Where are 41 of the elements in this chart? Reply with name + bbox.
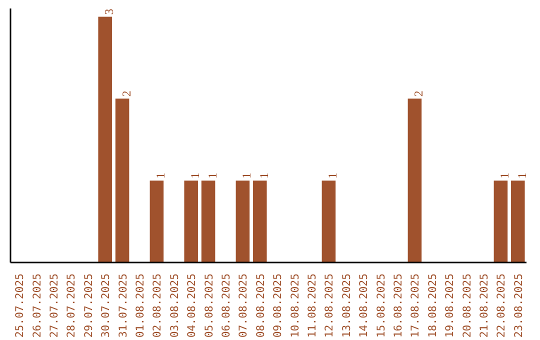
data-label: 1 [188,172,202,179]
x-tick-label: 18.08.2025 [426,274,439,338]
x-tick-label: 15.08.2025 [374,274,388,338]
x-tick-label: 10.08.2025 [288,274,302,338]
data-label: 1 [514,172,529,179]
data-label: 2 [119,90,134,97]
data-label: 1 [256,172,271,179]
x-tick-label: 22.08.2025 [494,274,508,338]
data-label: 1 [205,172,220,179]
x-tick-label: 13.08.2025 [340,274,353,338]
x-tick-label: 09.08.2025 [271,274,284,338]
x-tick-label: 28.07.2025 [64,274,78,338]
x-tick-label: 06.08.2025 [220,274,232,338]
x-tick-label: 11.08.2025 [306,274,318,338]
x-tick-label: 04.08.2025 [185,274,198,338]
x-tick-label: 21.08.2025 [478,274,490,338]
data-label: 1 [154,172,168,179]
x-tick-label: 12.08.2025 [322,274,336,338]
x-tick-label: 17.08.2025 [408,274,422,338]
data-label: 1 [240,172,254,179]
x-tick-label: 14.08.2025 [357,274,370,338]
x-tick-label: 29.07.2025 [82,274,95,338]
x-tick-label: 19.08.2025 [443,274,456,338]
data-label: 1 [498,172,512,179]
x-tick-label: 27.07.2025 [48,274,60,338]
data-label: 1 [326,172,340,179]
x-tick-label: 08.08.2025 [254,274,267,338]
x-tick-label: 23.08.2025 [512,274,525,338]
x-tick-label: 03.08.2025 [168,274,181,338]
x-tick-label: 07.08.2025 [236,274,250,338]
x-tick-label: 16.08.2025 [392,274,404,338]
x-tick-label: 31.07.2025 [116,274,130,338]
x-tick-label: 20.08.2025 [460,274,474,338]
x-tick-label: 25.07.2025 [13,274,26,338]
x-tick-label: 01.08.2025 [134,274,146,338]
data-label: 3 [102,8,116,15]
x-tick-label: 30.07.2025 [99,274,112,338]
data-label: 2 [412,90,426,97]
x-tick-label: 26.07.2025 [30,274,44,338]
x-tick-label: 02.08.2025 [150,274,164,338]
x-tick-label: 05.08.2025 [202,274,216,338]
